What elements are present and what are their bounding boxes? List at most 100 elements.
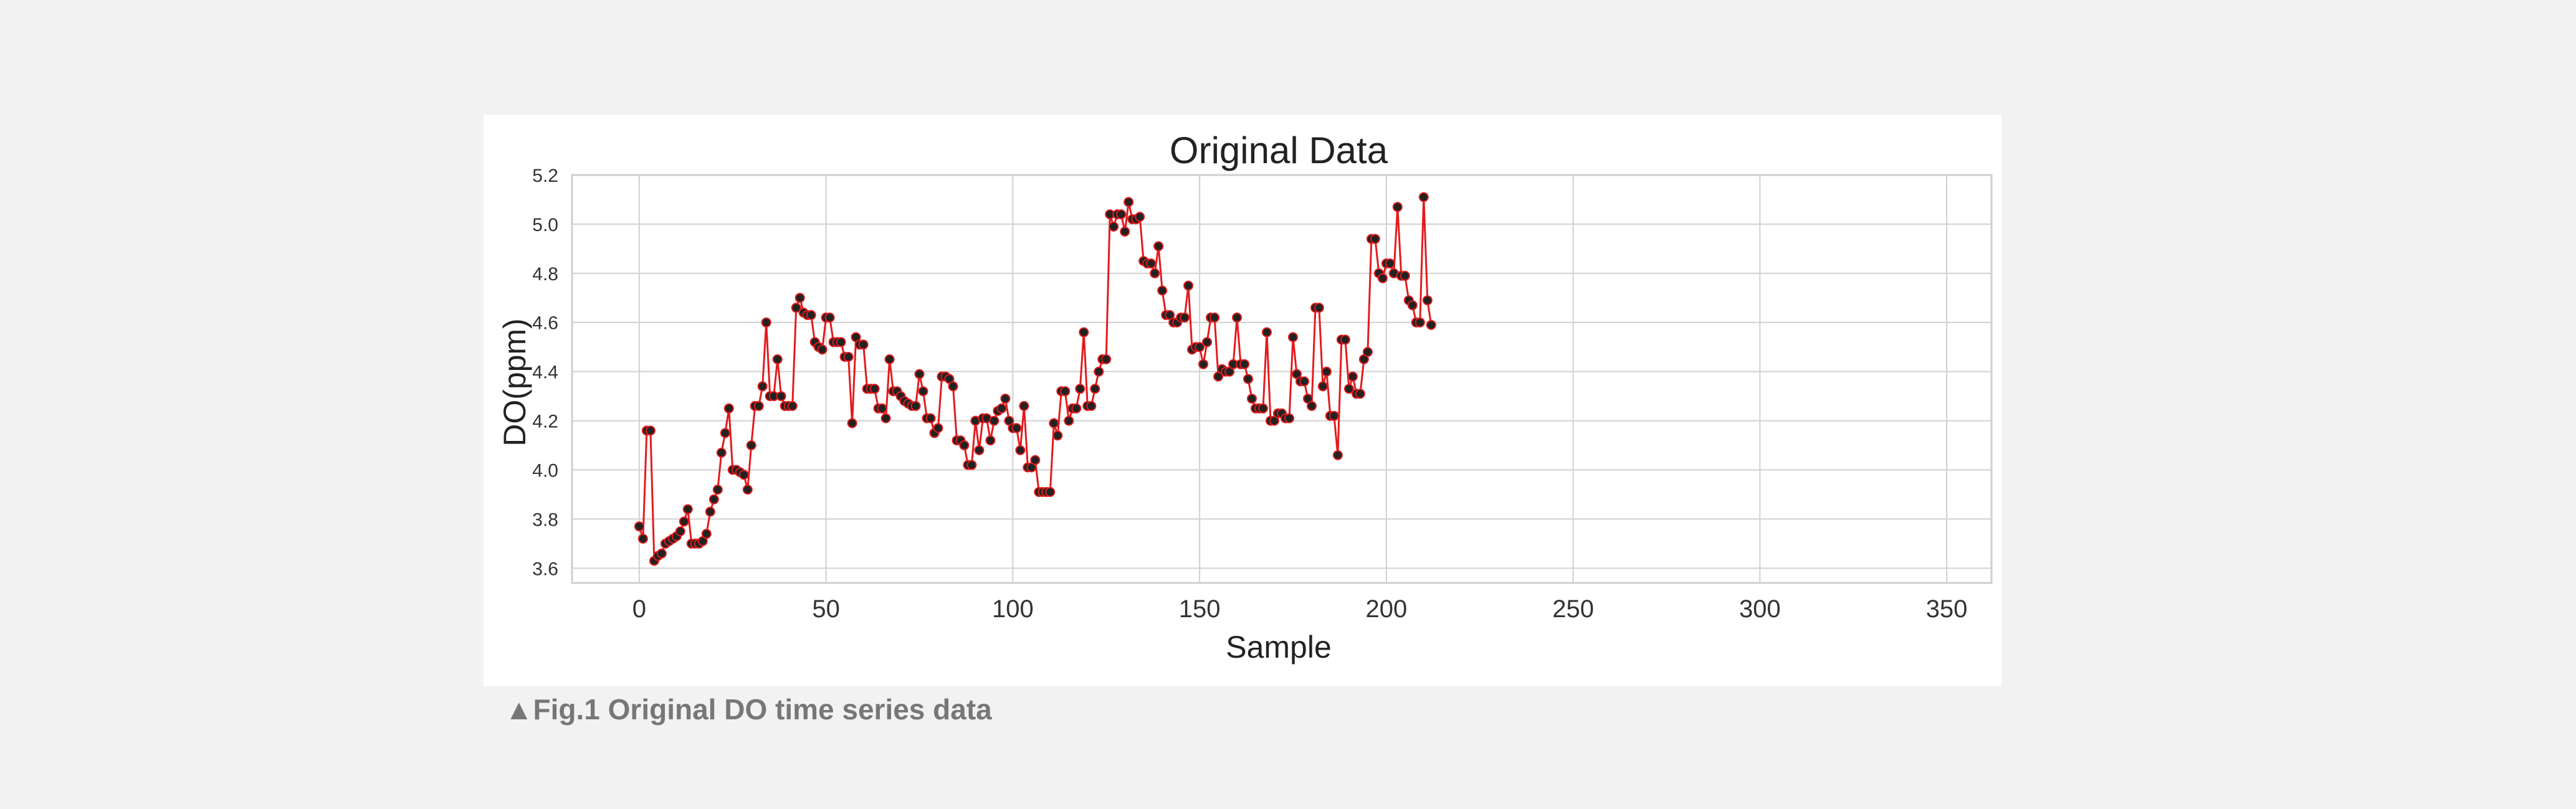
data-point [738,470,749,480]
data-point [1079,327,1089,338]
data-point [959,440,970,450]
data-points [634,192,1436,566]
series-line [638,197,1433,564]
data-point [1071,403,1082,414]
data-point [1153,241,1164,252]
data-point [1355,389,1365,399]
data-point [1317,381,1328,392]
data-point [1385,258,1395,268]
data-point [772,354,783,364]
data-point [1332,450,1343,460]
y-tick-label: 5.2 [532,166,558,186]
data-point [877,403,887,414]
data-point [1414,317,1425,328]
data-point [1045,487,1056,497]
data-point [1407,300,1418,311]
x-tick-label: 100 [992,595,1034,623]
data-point [1340,334,1350,345]
y-tick-label: 4.4 [532,362,558,383]
data-point [723,403,734,414]
data-point [1183,280,1194,291]
data-point [1109,221,1119,232]
data-point [1314,303,1324,313]
data-point [914,369,925,379]
data-point [1232,312,1243,323]
data-point [656,548,667,559]
data-point [1064,415,1074,426]
caption-triangle-icon: ▲ [505,693,533,726]
data-point [1120,226,1130,237]
data-point [742,485,753,495]
data-point [1392,202,1403,212]
data-point [925,413,936,423]
y-tick-label: 3.6 [532,559,558,579]
data-point [884,354,895,364]
data-point [1321,366,1332,377]
data-point [675,526,685,537]
data-point [682,504,693,514]
y-tick-label: 4.2 [532,412,558,432]
x-tick-label: 0 [632,595,646,623]
data-point [1258,403,1268,414]
caption-text: Fig.1 Original DO time series data [533,693,992,726]
data-point [1157,285,1168,296]
data-point [1094,366,1104,377]
x-tick-label: 300 [1739,595,1781,623]
data-point [880,413,891,423]
data-point [1049,418,1059,428]
data-point [806,310,816,320]
data-point [847,418,857,428]
data-point [1370,234,1380,244]
data-point [996,403,1007,414]
figure-panel: 0 50 100 150 200 250 300 350 3.6 3.8 4.0 4.2 4.4 4.6 4… [484,115,2001,686]
y-tick-label: 4.0 [532,460,558,481]
data-point [1329,410,1339,421]
y-tick-label: 4.6 [532,313,558,334]
data-point [1011,423,1022,433]
data-point [1243,374,1253,384]
data-point [1377,273,1388,283]
y-tick-label: 3.8 [532,509,558,530]
data-point [869,384,880,394]
data-point [701,529,712,539]
data-point [1209,312,1220,323]
data-point [1347,371,1358,382]
data-point [1343,384,1354,394]
data-point [761,317,771,328]
figure-caption: ▲Fig.1 Original DO time series data [505,693,992,726]
data-point [1307,400,1317,411]
data-point [1180,312,1190,323]
data-point [1101,354,1112,364]
data-point [1239,359,1250,369]
data-point [1135,212,1145,222]
data-point [1090,384,1100,394]
data-point [966,460,977,470]
data-point [933,423,943,433]
data-point [836,337,846,348]
data-point [824,312,835,323]
data-point [708,494,719,504]
data-point [1422,295,1433,306]
data-point [1426,319,1436,330]
tick-labels: 0 50 100 150 200 250 300 350 3.6 3.8 4.0 4.2 4.4 4.6 4… [532,166,1967,623]
data-point [974,445,985,455]
data-point [918,386,928,397]
data-point [985,435,996,446]
data-point [1019,400,1029,411]
x-tick-label: 250 [1552,595,1594,623]
data-point [1247,394,1257,404]
data-point [791,303,801,313]
data-point [634,521,644,532]
data-point [794,293,805,303]
y-tick-label: 4.8 [532,264,558,285]
data-point [843,352,854,362]
data-point [989,415,999,426]
data-point [1052,430,1063,441]
data-point [1195,342,1205,352]
data-point [787,400,798,411]
data-point [1202,337,1213,348]
data-point [1123,197,1134,207]
line-chart: 0 50 100 150 200 250 300 350 3.6 3.8 4.0 4.2 4.4 4.6 4… [497,130,1993,665]
data-point [716,447,727,458]
data-point [746,440,756,450]
